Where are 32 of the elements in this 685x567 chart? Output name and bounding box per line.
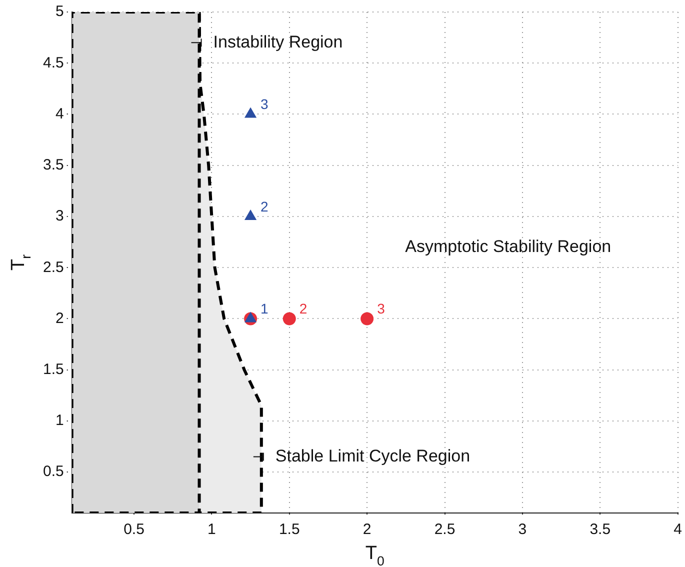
y-tick-label: 2.5 [42, 258, 64, 276]
annotation: Instability Region [213, 32, 343, 52]
annotation: 2 [299, 300, 308, 317]
y-tick-label: 2 [56, 310, 64, 327]
y-tick-label: 0.5 [42, 463, 64, 480]
annotation: 1 [260, 300, 269, 317]
x-tick-label: 0.5 [124, 521, 144, 538]
y-axis-title: Tr [8, 254, 34, 271]
point [244, 210, 256, 220]
y-tick-label: 3 [56, 208, 64, 225]
annotation: 3 [260, 96, 269, 112]
x-tick-label: 1.5 [278, 521, 300, 538]
point [244, 108, 256, 118]
x-tick-label: 1 [208, 521, 216, 538]
y-tick-label: 4 [56, 105, 64, 122]
annotation: Asymptotic Stability Region [405, 237, 612, 256]
x-tick-label: 2 [362, 521, 372, 538]
x-tick-label: 3.5 [590, 521, 611, 538]
x-tick-label: 3 [518, 521, 527, 538]
x-tick-label: 2.5 [434, 521, 456, 538]
y-tick-label: 5 [56, 3, 64, 20]
annotation: 3 [377, 300, 386, 317]
point [282, 312, 296, 326]
point [360, 312, 374, 326]
point [244, 312, 256, 322]
y-tick-label: 1 [56, 412, 64, 430]
annotation: 2 [260, 198, 269, 214]
x-tick-label: 4 [674, 521, 682, 538]
y-tick-label: 1.5 [42, 361, 64, 378]
annotation: Stable Limit Cycle Region [275, 446, 470, 466]
y-tick-label: 3.5 [42, 156, 64, 174]
y-tick-label: 4.5 [42, 54, 64, 72]
